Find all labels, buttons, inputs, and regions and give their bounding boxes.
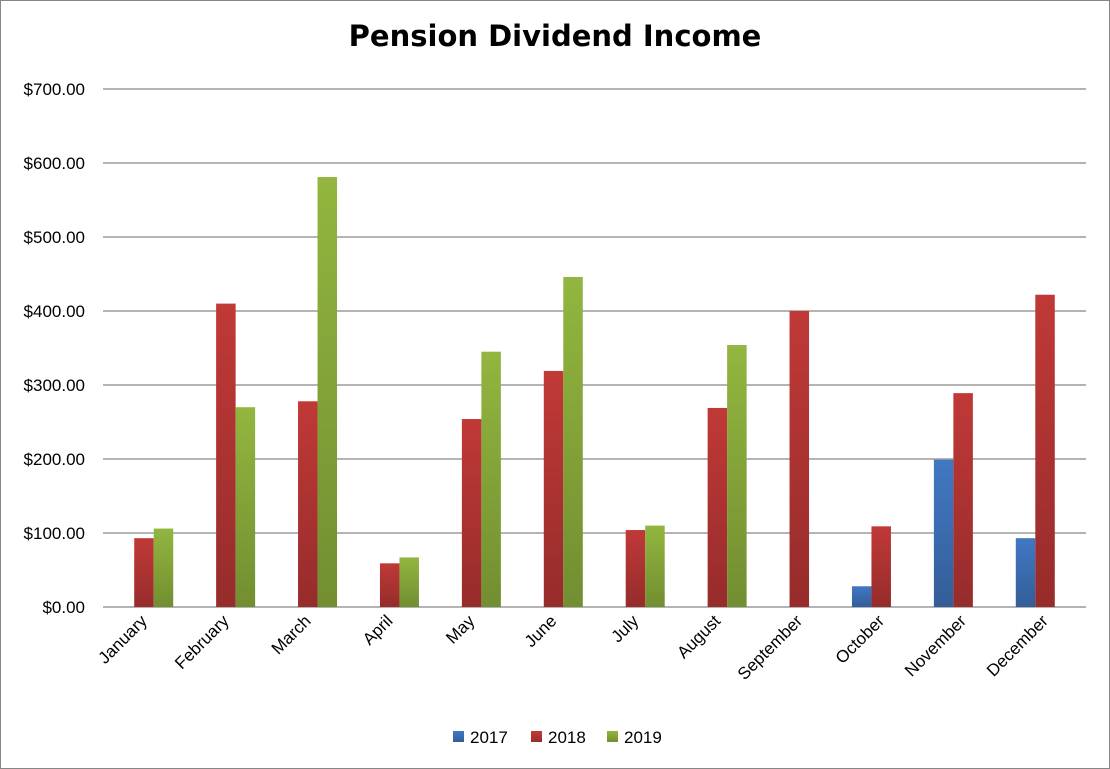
- chart-title: Pension Dividend Income: [348, 19, 762, 53]
- y-tick-label: $300.00: [24, 376, 85, 395]
- bar-2018-september: [789, 311, 810, 607]
- x-tick-label: June: [521, 611, 561, 651]
- x-tick-label: April: [359, 611, 396, 648]
- bar-2018-april: [379, 563, 400, 607]
- bar-2019-august: [727, 345, 747, 607]
- x-tick-label: November: [901, 611, 970, 680]
- bar-2018-may: [461, 419, 482, 607]
- x-tick-label: October: [832, 611, 888, 667]
- x-tick-label: July: [607, 611, 642, 646]
- bar-2019-march: [317, 177, 338, 607]
- x-tick-label: March: [268, 611, 315, 658]
- bar-2018-march: [298, 401, 318, 607]
- legend-swatch: [453, 731, 464, 742]
- bar-2019-january: [153, 528, 174, 607]
- bar-2018-august: [707, 407, 728, 607]
- y-axis-tick-labels: $0.00 $100.00 $200.00 $300.00 $400.00 $500.00…: [24, 80, 85, 617]
- x-tick-label: September: [734, 611, 806, 683]
- bar-2019-april: [399, 557, 419, 607]
- y-tick-label: $600.00: [24, 154, 85, 173]
- y-tick-label: $100.00: [24, 524, 85, 543]
- y-tick-label: $200.00: [24, 450, 85, 469]
- bar-2017-october: [851, 586, 872, 607]
- gridlines: [103, 88, 1086, 608]
- bar-2019-may: [481, 351, 501, 607]
- bar-2018-february: [216, 303, 236, 607]
- x-tick-label: August: [673, 611, 724, 662]
- bar-2018-july: [625, 530, 646, 607]
- legend-label: 2019: [624, 728, 662, 747]
- legend-swatch: [531, 731, 542, 742]
- legend-label: 2018: [548, 728, 586, 747]
- y-tick-label: $700.00: [24, 80, 85, 99]
- bars: [134, 177, 1055, 607]
- bar-2017-november: [933, 459, 954, 607]
- x-axis-tick-labels: January February March April May June July Augu…: [95, 611, 1053, 684]
- bar-2019-february: [235, 407, 256, 607]
- legend: 2017 2018 2019: [453, 728, 662, 747]
- y-tick-label: $400.00: [24, 302, 85, 321]
- bar-2019-july: [645, 525, 665, 607]
- x-tick-label: December: [983, 611, 1052, 680]
- legend-swatch: [607, 731, 618, 742]
- bar-2018-january: [134, 538, 154, 607]
- legend-item-2018: 2018: [531, 728, 586, 747]
- y-tick-label: $0.00: [42, 598, 85, 617]
- bar-2018-october: [871, 526, 891, 607]
- bar-2019-june: [563, 276, 583, 607]
- x-tick-label: May: [442, 611, 478, 647]
- bar-2017-december: [1015, 538, 1036, 607]
- legend-item-2019: 2019: [607, 728, 662, 747]
- legend-label: 2017: [470, 728, 508, 747]
- bar-2018-june: [543, 370, 564, 607]
- legend-item-2017: 2017: [453, 728, 508, 747]
- x-tick-label: January: [95, 611, 152, 668]
- x-tick-label: February: [171, 611, 233, 673]
- bar-2018-december: [1035, 294, 1055, 607]
- bar-2018-november: [953, 393, 973, 607]
- y-tick-label: $500.00: [24, 228, 85, 247]
